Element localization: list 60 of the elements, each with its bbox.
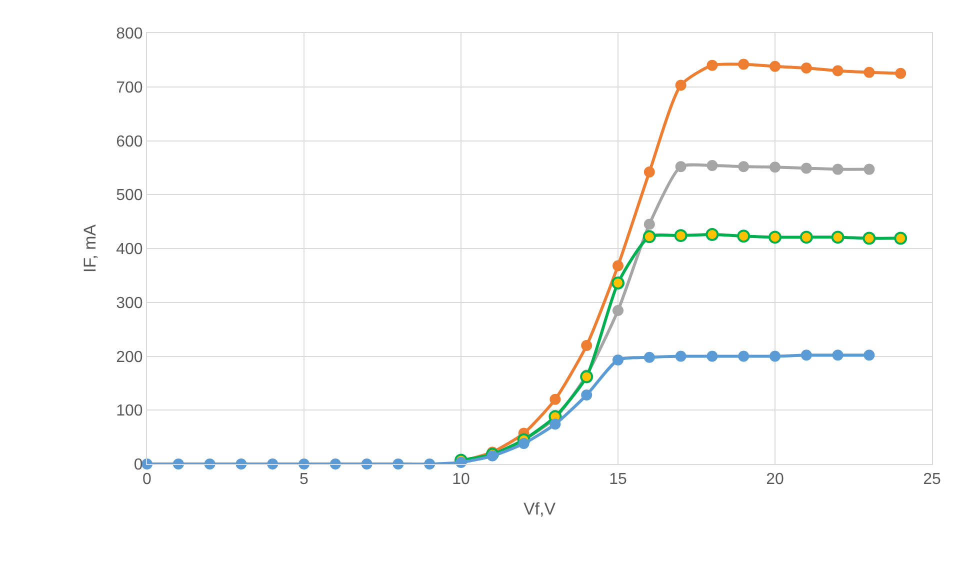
point (706, 350, 718, 362)
x-tick-label: 20 (766, 471, 784, 488)
point (706, 228, 719, 241)
point (581, 390, 592, 401)
point (738, 350, 750, 362)
y-tick-label: 800 (116, 26, 143, 43)
point (675, 161, 686, 172)
point (800, 62, 812, 74)
point (862, 232, 876, 245)
x-tick-label: 25 (923, 471, 941, 488)
point (581, 340, 592, 351)
point (832, 164, 844, 175)
point (550, 418, 561, 430)
point (768, 230, 782, 244)
point (737, 230, 750, 243)
point (612, 260, 624, 272)
point (675, 80, 686, 91)
y-tick-label: 300 (116, 294, 143, 312)
point (864, 164, 875, 175)
point (800, 230, 813, 244)
point (518, 438, 530, 450)
y-tick-label: 100 (116, 402, 143, 420)
point (642, 230, 656, 244)
point (612, 276, 624, 290)
point (644, 166, 655, 178)
point (738, 161, 750, 172)
point (864, 350, 875, 361)
point (706, 160, 718, 172)
y-tick-label: 700 (116, 79, 143, 96)
y-axis-title: IF, mA (80, 224, 100, 273)
point (770, 60, 780, 72)
y-tick-label: 400 (116, 241, 143, 258)
point (800, 350, 812, 361)
point (738, 58, 750, 70)
point (800, 162, 812, 174)
y-tick-label: 500 (116, 187, 143, 204)
x-tick-label: 5 (300, 471, 309, 488)
point (895, 68, 906, 79)
point (580, 370, 594, 384)
x-tick-label: 10 (452, 471, 470, 488)
point (832, 350, 844, 361)
point (644, 352, 655, 363)
point (831, 230, 844, 244)
point (706, 60, 718, 71)
x-tick-label: 15 (609, 471, 627, 488)
y-tick-label: 200 (116, 348, 143, 366)
point (644, 218, 655, 230)
point (612, 354, 624, 366)
point (770, 350, 780, 362)
y-tick-label: 0 (134, 456, 143, 474)
point (894, 232, 908, 245)
y-tick-label: 600 (116, 133, 143, 150)
point (864, 66, 875, 78)
x-axis-title: Vf,V (523, 500, 556, 519)
point (674, 229, 688, 242)
point (832, 65, 844, 76)
point (612, 304, 624, 316)
point (675, 350, 686, 362)
point (550, 394, 561, 405)
point (770, 162, 780, 173)
